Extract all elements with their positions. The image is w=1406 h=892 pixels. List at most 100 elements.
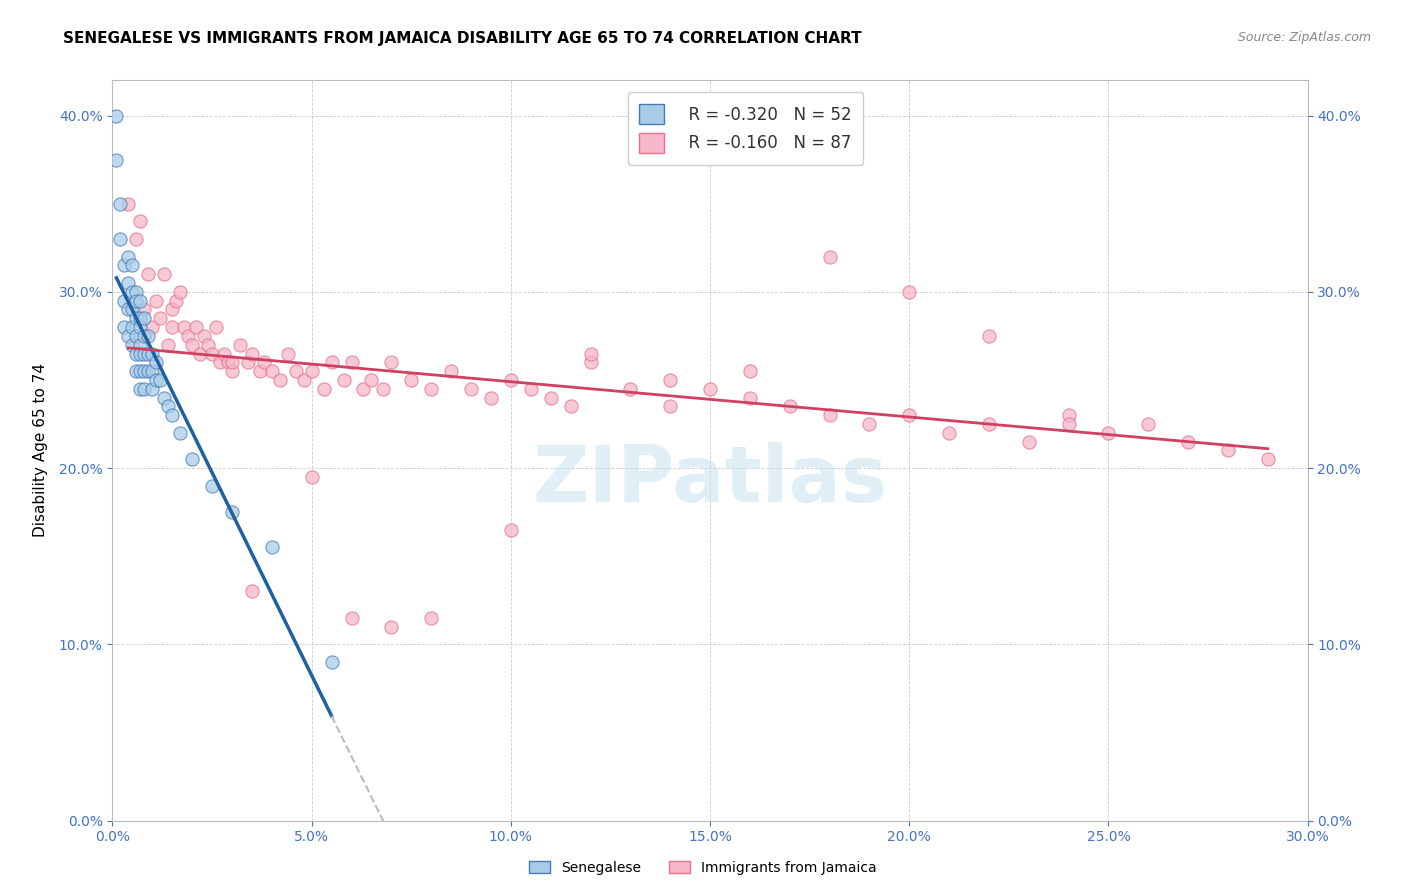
- Point: [659, 373, 682, 387]
- Text: Source: ZipAtlas.com: Source: ZipAtlas.com: [1237, 31, 1371, 45]
- Point: [141, 320, 163, 334]
- Point: [173, 320, 195, 334]
- Point: [301, 364, 323, 378]
- Point: [499, 523, 522, 537]
- Point: [125, 285, 148, 299]
- Point: [129, 337, 152, 351]
- Point: [121, 320, 143, 334]
- Point: [157, 400, 180, 414]
- Point: [105, 153, 128, 167]
- Point: [898, 285, 921, 299]
- Point: [129, 346, 152, 360]
- Point: [110, 232, 132, 246]
- Point: [125, 329, 148, 343]
- Point: [121, 302, 143, 317]
- Point: [977, 329, 1000, 343]
- Legend: Senegalese, Immigrants from Jamaica: Senegalese, Immigrants from Jamaica: [524, 855, 882, 880]
- Point: [240, 584, 263, 599]
- Point: [236, 355, 259, 369]
- Point: [145, 373, 167, 387]
- Point: [134, 329, 156, 343]
- Point: [380, 620, 402, 634]
- Point: [121, 285, 143, 299]
- Point: [240, 346, 263, 360]
- Point: [898, 408, 921, 422]
- Point: [110, 196, 132, 211]
- Point: [145, 293, 167, 308]
- Point: [332, 373, 354, 387]
- Point: [117, 276, 139, 290]
- Point: [229, 337, 252, 351]
- Point: [117, 302, 139, 317]
- Point: [117, 250, 139, 264]
- Point: [157, 337, 180, 351]
- Point: [221, 505, 243, 519]
- Point: [1057, 408, 1080, 422]
- Point: [114, 293, 135, 308]
- Point: [380, 355, 402, 369]
- Point: [221, 355, 243, 369]
- Point: [129, 293, 152, 308]
- Point: [114, 320, 135, 334]
- Point: [301, 470, 323, 484]
- Point: [260, 541, 283, 555]
- Point: [212, 346, 235, 360]
- Point: [1137, 417, 1160, 431]
- Point: [181, 337, 204, 351]
- Point: [560, 400, 582, 414]
- Point: [162, 320, 183, 334]
- Point: [579, 346, 602, 360]
- Point: [1177, 434, 1199, 449]
- Text: ZIPatlas: ZIPatlas: [533, 442, 887, 518]
- Point: [125, 364, 148, 378]
- Point: [134, 382, 156, 396]
- Legend:   R = -0.320   N = 52,   R = -0.160   N = 87: R = -0.320 N = 52, R = -0.160 N = 87: [627, 92, 863, 165]
- Point: [738, 391, 761, 405]
- Point: [186, 320, 208, 334]
- Point: [858, 417, 880, 431]
- Point: [253, 355, 276, 369]
- Point: [420, 611, 443, 625]
- Point: [121, 259, 143, 273]
- Point: [169, 425, 191, 440]
- Text: SENEGALESE VS IMMIGRANTS FROM JAMAICA DISABILITY AGE 65 TO 74 CORRELATION CHART: SENEGALESE VS IMMIGRANTS FROM JAMAICA DI…: [63, 31, 862, 46]
- Point: [129, 364, 152, 378]
- Point: [340, 611, 363, 625]
- Point: [129, 311, 152, 326]
- Point: [134, 346, 156, 360]
- Point: [134, 311, 156, 326]
- Point: [138, 364, 160, 378]
- Point: [114, 259, 135, 273]
- Point: [201, 479, 224, 493]
- Point: [619, 382, 641, 396]
- Point: [105, 109, 128, 123]
- Point: [188, 346, 211, 360]
- Point: [277, 346, 299, 360]
- Point: [141, 364, 163, 378]
- Point: [141, 346, 163, 360]
- Point: [499, 373, 522, 387]
- Point: [125, 346, 148, 360]
- Point: [340, 355, 363, 369]
- Point: [260, 364, 283, 378]
- Point: [938, 425, 960, 440]
- Point: [321, 355, 343, 369]
- Point: [181, 452, 204, 467]
- Point: [201, 346, 224, 360]
- Point: [977, 417, 1000, 431]
- Point: [353, 382, 375, 396]
- Point: [540, 391, 562, 405]
- Point: [312, 382, 335, 396]
- Point: [699, 382, 721, 396]
- Point: [738, 364, 761, 378]
- Point: [141, 382, 163, 396]
- Point: [162, 302, 183, 317]
- Point: [440, 364, 463, 378]
- Point: [479, 391, 502, 405]
- Point: [209, 355, 232, 369]
- Point: [420, 382, 443, 396]
- Point: [125, 311, 148, 326]
- Point: [217, 355, 239, 369]
- Point: [579, 355, 602, 369]
- Point: [165, 293, 187, 308]
